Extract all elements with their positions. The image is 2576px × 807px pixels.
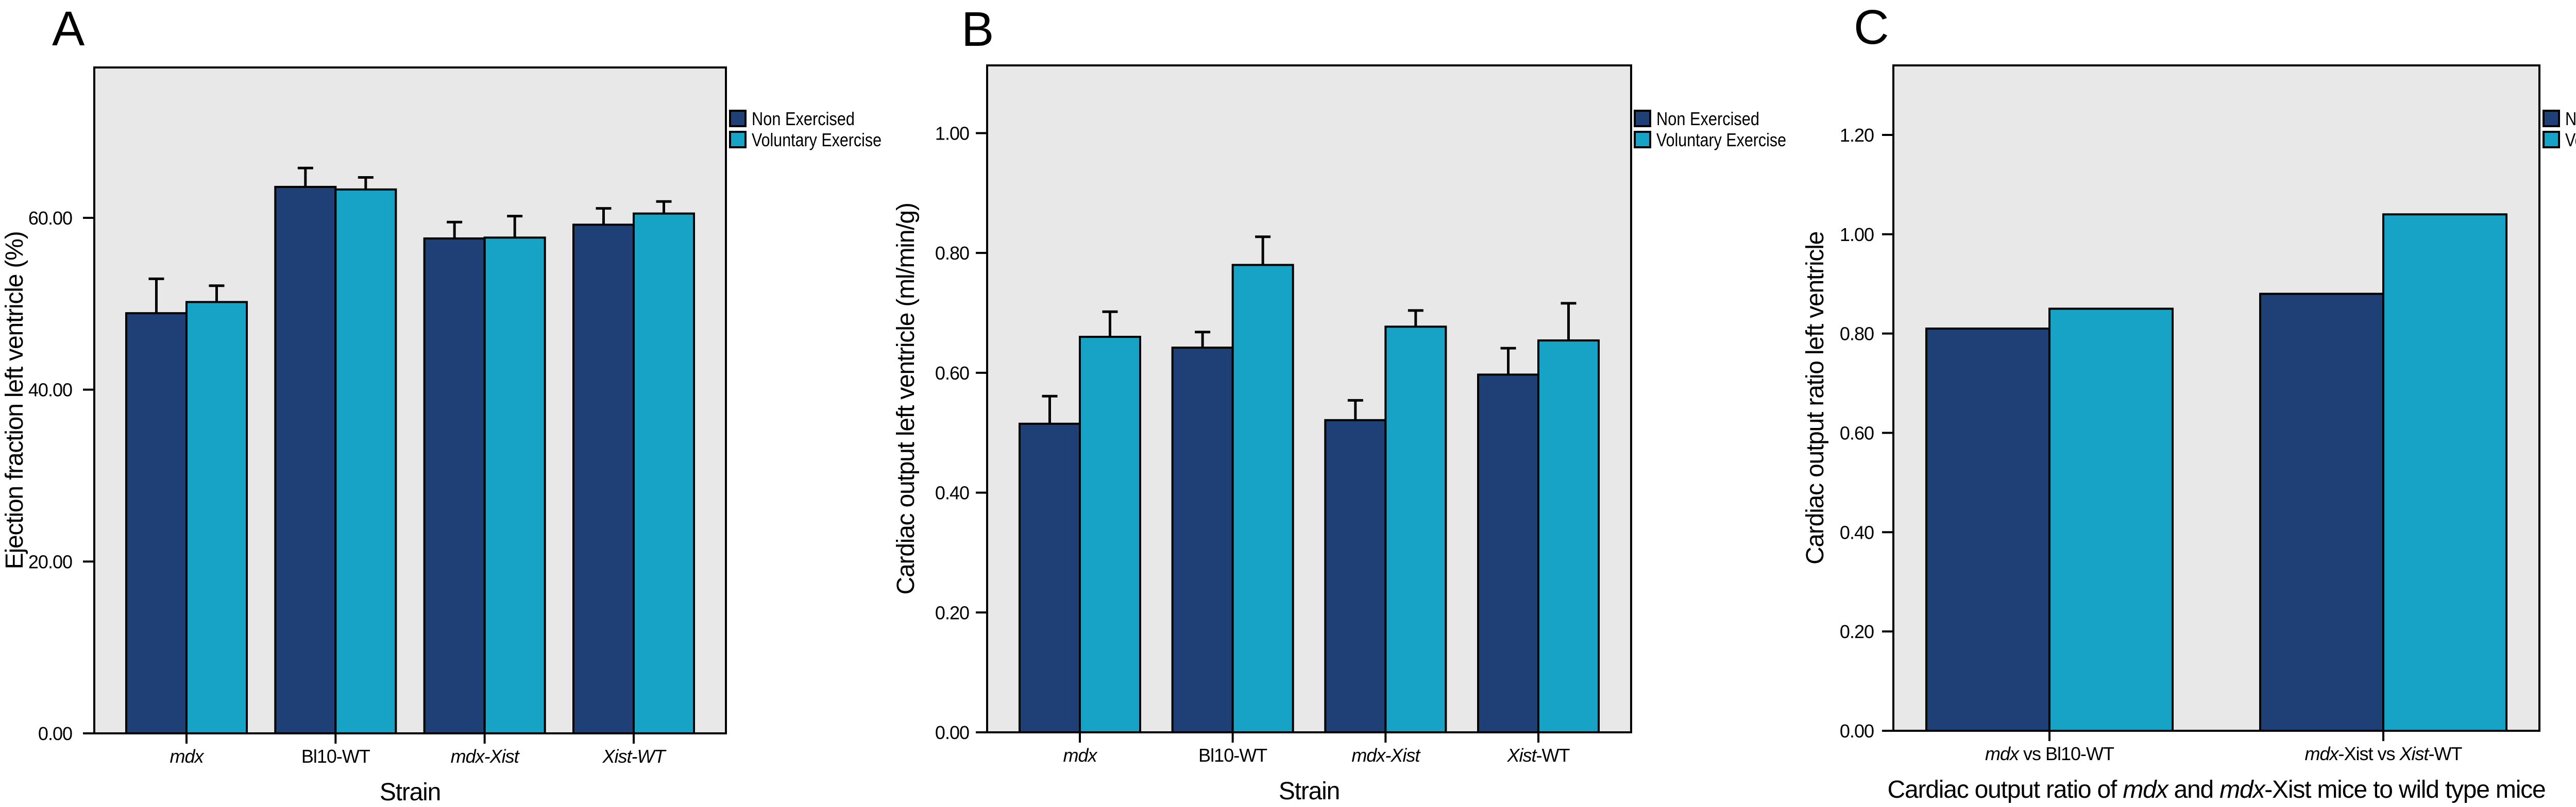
panel-b-bar-mdx-xist-voluntary-exercise bbox=[1384, 325, 1447, 733]
panel-c-x-tick-label-mdx-xist-vs-xist-wt: mdx-Xist vs Xist-WT bbox=[2304, 743, 2462, 764]
panel-c-y-tick-label: 0.80 bbox=[1840, 323, 1874, 345]
panel-c-x-tick-label-mdx-vs-bl10-wt: mdx vs Bl10-WT bbox=[1985, 743, 2114, 764]
panel-c-bar-mdx-vs-bl10-wt-non-exercised bbox=[1925, 328, 2050, 732]
panel-a-y-axis-title: Ejection fraction left ventricle (%) bbox=[1, 232, 28, 570]
panel-c-legend-swatch-voluntary-exercise bbox=[2543, 131, 2560, 148]
panel-a-x-tick-label-mdx-xist: mdx-Xist bbox=[451, 746, 520, 767]
panel-a: A 0.00 20.00 40.00 60.00 mdx Bl10-WT mdx-Xist Xi… bbox=[1, 2, 882, 806]
panel-b-y-tick-label: 0.60 bbox=[935, 363, 969, 384]
panel-a-bar-bl10-wt-voluntary-exercise bbox=[334, 188, 397, 734]
panel-b: B 0.00 0.20 0.40 0.60 0.80 1.00 mdx Bl10-WT mdx-X… bbox=[892, 2, 1786, 805]
panel-a-x-tick-label-xist-wt: Xist-WT bbox=[602, 746, 667, 767]
panel-c-legend-label-voluntary-exercise: Voluntary Exercise bbox=[2565, 129, 2576, 150]
panel-b-bar-bl10-wt-voluntary-exercise bbox=[1231, 264, 1294, 733]
panel-c-y-tick-label: 0.40 bbox=[1840, 522, 1874, 543]
panel-b-bar-xist-wt-non-exercised bbox=[1477, 373, 1539, 733]
panel-a-bar-mdx-non-exercised bbox=[125, 312, 188, 734]
panel-b-x-tick-label-xist-wt: Xist-WT bbox=[1507, 745, 1570, 766]
panel-a-letter: A bbox=[52, 2, 85, 56]
panel-b-y-tick-label: 0.80 bbox=[935, 243, 969, 264]
panel-b-bar-xist-wt-voluntary-exercise bbox=[1537, 339, 1600, 733]
panel-b-x-tick-label-bl10-wt: Bl10-WT bbox=[1198, 745, 1267, 766]
panel-a-bar-xist-wt-voluntary-exercise bbox=[633, 212, 695, 734]
panel-a-legend-label-non-exercised: Non Exercised bbox=[752, 108, 855, 129]
panel-a-bar-mdx-voluntary-exercise bbox=[185, 301, 248, 734]
panel-b-bar-mdx-non-exercised bbox=[1019, 422, 1081, 733]
panel-c-legend-label-non-exercised: Non Exercised bbox=[2565, 108, 2576, 129]
panel-b-bar-mdx-voluntary-exercise bbox=[1079, 336, 1141, 733]
panel-b-legend-label-voluntary-exercise: Voluntary Exercise bbox=[1656, 129, 1786, 150]
panel-a-legend-label-voluntary-exercise: Voluntary Exercise bbox=[752, 129, 882, 150]
panel-c-plot-frame bbox=[1892, 64, 2540, 732]
panel-b-letter: B bbox=[961, 2, 994, 57]
panel-a-plot-frame bbox=[93, 66, 727, 734]
panel-b-legend-swatch-voluntary-exercise bbox=[1634, 131, 1651, 148]
panel-b-y-tick-label: 0.00 bbox=[935, 722, 969, 743]
panel-a-legend-swatch-non-exercised bbox=[729, 110, 747, 127]
panel-a-legend-swatch-voluntary-exercise bbox=[729, 131, 747, 148]
panel-c-x-axis-title: Cardiac output ratio of mdx and mdx-Xist… bbox=[1888, 776, 2546, 803]
panel-a-x-tick-label-bl10-wt: Bl10-WT bbox=[301, 746, 370, 767]
panel-a-bar-mdx-xist-voluntary-exercise bbox=[483, 236, 546, 734]
panel-c-letter: C bbox=[1854, 0, 1889, 55]
panel-a-y-tick-label: 40.00 bbox=[28, 380, 72, 401]
panel-c-y-tick-label: 0.00 bbox=[1840, 720, 1874, 742]
panel-c-y-tick-label: 0.20 bbox=[1840, 621, 1874, 642]
panel-c-y-tick-label: 1.20 bbox=[1840, 125, 1874, 146]
panel-a-y-tick-label: 20.00 bbox=[28, 551, 72, 572]
panel-b-y-tick-label: 0.40 bbox=[935, 483, 969, 504]
panel-b-legend-label-non-exercised: Non Exercised bbox=[1656, 108, 1759, 129]
panel-c-legend-swatch-non-exercised bbox=[2543, 110, 2560, 127]
panel-b-x-tick-label-mdx-xist: mdx-Xist bbox=[1351, 745, 1421, 766]
panel-a-y-tick-label: 60.00 bbox=[28, 208, 72, 229]
panel-b-plot-frame bbox=[986, 64, 1632, 733]
panel-b-y-tick-label: 0.20 bbox=[935, 602, 969, 623]
panel-c-y-axis-title: Cardiac output ratio left ventricle bbox=[1802, 232, 1829, 564]
panel-c-bar-mdx-vs-bl10-wt-voluntary-exercise bbox=[2048, 307, 2174, 732]
panel-b-bar-mdx-xist-non-exercised bbox=[1324, 419, 1387, 733]
panel-b-y-tick-label: 1.00 bbox=[935, 123, 969, 144]
panel-a-x-tick-label-mdx: mdx bbox=[170, 746, 205, 767]
panel-c: C 0.00 0.20 0.40 0.60 0.80 1.00 1.20 mdx vs Bl10… bbox=[1802, 0, 2576, 803]
panel-c-bar-mdx-xist-vs-xist-wt-non-exercised bbox=[2259, 293, 2384, 732]
panel-b-x-tick-label-mdx: mdx bbox=[1063, 745, 1098, 766]
panel-b-legend-swatch-non-exercised bbox=[1634, 110, 1651, 127]
panel-a-x-axis-title: Strain bbox=[380, 779, 440, 806]
panel-a-bar-xist-wt-non-exercised bbox=[572, 224, 635, 735]
panel-b-bar-bl10-wt-non-exercised bbox=[1171, 347, 1234, 733]
panel-a-y-tick-label: 0.00 bbox=[38, 723, 72, 744]
panel-a-bar-bl10-wt-non-exercised bbox=[274, 185, 337, 735]
panel-c-y-tick-label: 0.60 bbox=[1840, 422, 1874, 443]
panel-c-bar-mdx-xist-vs-xist-wt-voluntary-exercise bbox=[2382, 213, 2507, 732]
panel-c-y-tick-label: 1.00 bbox=[1840, 224, 1874, 245]
panel-b-y-axis-title: Cardiac output left ventricle (ml/min/g) bbox=[892, 203, 920, 594]
panel-b-x-axis-title: Strain bbox=[1279, 778, 1340, 805]
panel-a-bar-mdx-xist-non-exercised bbox=[423, 237, 486, 734]
